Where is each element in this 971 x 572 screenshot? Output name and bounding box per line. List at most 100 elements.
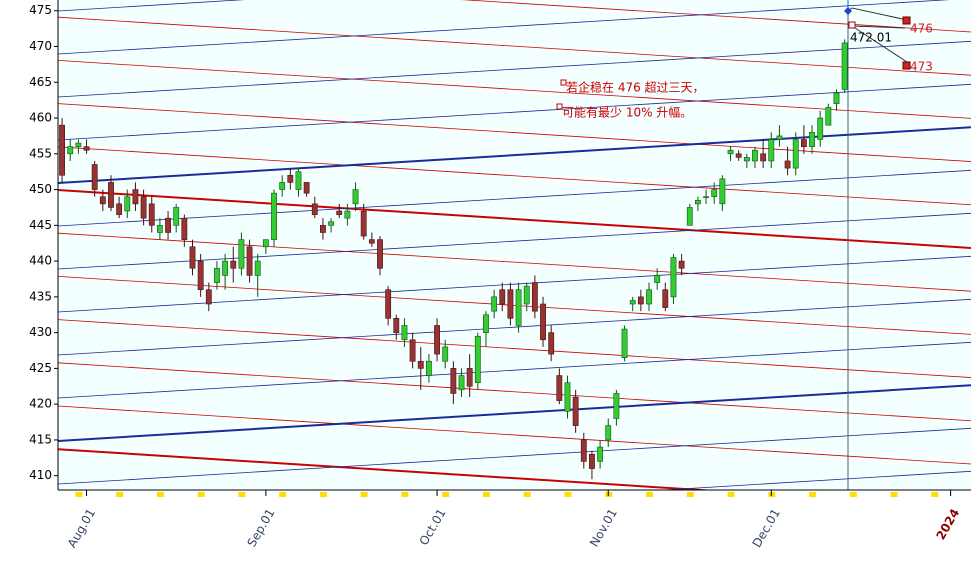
axis-dash bbox=[564, 492, 572, 497]
candle-body bbox=[605, 425, 612, 441]
candle-body bbox=[320, 225, 326, 233]
candle-body bbox=[735, 153, 742, 158]
channel-line bbox=[58, 0, 950, 55]
channel-line bbox=[58, 232, 971, 292]
y-tick-label: 475 bbox=[29, 3, 52, 17]
candle-body bbox=[328, 221, 334, 226]
channel-line bbox=[58, 405, 971, 465]
candle-body bbox=[336, 210, 343, 215]
candle-body bbox=[303, 182, 310, 194]
channel-line bbox=[58, 60, 971, 119]
channel-line bbox=[58, 40, 971, 98]
candle-body bbox=[483, 314, 489, 333]
candle-body bbox=[238, 239, 245, 269]
marker-diamond bbox=[844, 7, 852, 15]
candle-body bbox=[629, 300, 636, 305]
channel-line bbox=[461, 0, 971, 33]
candle-body bbox=[841, 42, 848, 90]
candle-body bbox=[491, 296, 498, 312]
channel-line bbox=[58, 341, 971, 399]
axis-dash bbox=[442, 492, 450, 497]
channel-line bbox=[58, 362, 971, 422]
axis-dash bbox=[686, 492, 694, 497]
y-tick-label: 445 bbox=[29, 218, 52, 232]
candle-body bbox=[148, 203, 155, 226]
candle-body bbox=[743, 157, 750, 162]
note-marker bbox=[560, 79, 567, 86]
candle-body bbox=[800, 139, 807, 147]
candle-body bbox=[499, 289, 506, 305]
axis-dash bbox=[197, 492, 205, 497]
candle-body bbox=[91, 164, 98, 190]
x-tick-label: Dec.01 bbox=[750, 506, 783, 550]
candle-body bbox=[377, 239, 383, 269]
x-tick-label: Sep.01 bbox=[245, 506, 278, 549]
candle-body bbox=[344, 210, 351, 219]
y-tick-label: 430 bbox=[29, 325, 52, 339]
candle-body bbox=[140, 196, 147, 219]
candle-body bbox=[678, 260, 685, 269]
axis-dash bbox=[116, 492, 124, 497]
axis-dash bbox=[809, 492, 817, 497]
candle-body bbox=[540, 303, 546, 341]
candle-body bbox=[556, 375, 563, 401]
candles bbox=[59, 39, 848, 480]
axis-dash bbox=[360, 492, 368, 497]
marker-box bbox=[902, 61, 911, 70]
candle-body bbox=[654, 275, 661, 283]
candle-body bbox=[572, 396, 579, 426]
channel-line bbox=[58, 384, 971, 442]
candle-body bbox=[205, 289, 212, 305]
candle-body bbox=[173, 207, 180, 226]
candle-body bbox=[825, 106, 832, 126]
channel-line bbox=[58, 212, 971, 270]
channel-line bbox=[58, 319, 971, 378]
candle-body bbox=[246, 246, 253, 276]
candle-body bbox=[564, 382, 571, 412]
candle-body bbox=[181, 217, 188, 240]
candle-body bbox=[597, 446, 604, 462]
marker-box bbox=[848, 21, 856, 29]
y-tick-label: 470 bbox=[29, 39, 52, 53]
candle-body bbox=[515, 289, 522, 326]
channel-line bbox=[58, 427, 971, 485]
candle-body bbox=[670, 257, 677, 298]
candle-body bbox=[295, 171, 302, 190]
candle-body bbox=[67, 146, 74, 155]
trend-lines bbox=[58, 0, 971, 572]
candle-body bbox=[711, 189, 718, 198]
candle-body bbox=[311, 203, 318, 215]
annotation: 若企稳在 476 超过三天， bbox=[566, 80, 705, 95]
candle-body bbox=[59, 124, 65, 176]
x-tick-label: Aug.01 bbox=[65, 506, 98, 550]
marker-label: 472.01 bbox=[850, 31, 892, 45]
candle-body bbox=[809, 132, 815, 147]
y-tick-label: 415 bbox=[29, 432, 52, 446]
candle-body bbox=[637, 296, 644, 305]
marker-label: 473 bbox=[910, 60, 933, 74]
candle-body bbox=[409, 339, 416, 362]
channel-line bbox=[58, 536, 971, 572]
candle-body bbox=[442, 346, 449, 362]
channel-line bbox=[58, 146, 971, 206]
candle-body bbox=[99, 196, 106, 205]
candle-body bbox=[507, 289, 514, 319]
channel-line bbox=[58, 276, 971, 335]
candle-body bbox=[360, 210, 367, 237]
candle-body bbox=[817, 117, 824, 140]
candle-body bbox=[523, 285, 530, 305]
candle-body bbox=[165, 217, 171, 233]
candle-body bbox=[434, 325, 440, 355]
axis-dash bbox=[931, 492, 939, 497]
candle-body bbox=[695, 199, 701, 205]
candle-body bbox=[760, 153, 767, 162]
axis-dash bbox=[401, 492, 409, 497]
channel-line bbox=[58, 0, 245, 12]
marker-label: 476 bbox=[910, 22, 933, 36]
axis-dash bbox=[646, 492, 654, 497]
annotation: 可能有最少 10% 升幅。 bbox=[562, 105, 692, 120]
candle-body bbox=[768, 139, 775, 162]
candle-body bbox=[197, 260, 204, 291]
candle-body bbox=[116, 203, 123, 215]
y-tick-label: 455 bbox=[29, 146, 52, 160]
